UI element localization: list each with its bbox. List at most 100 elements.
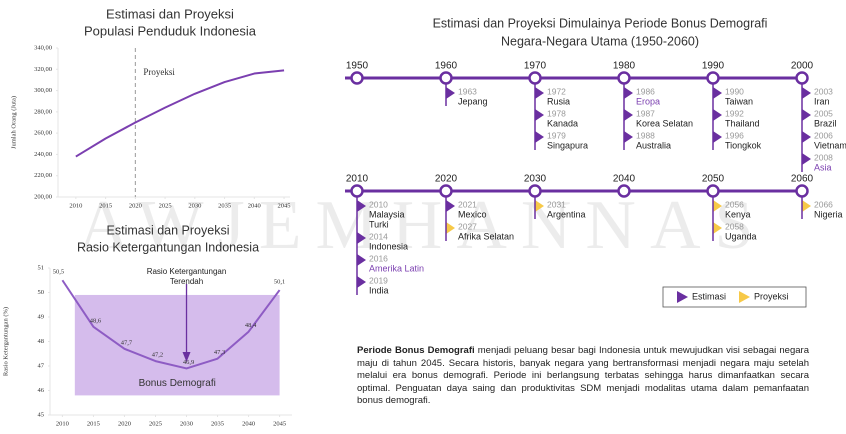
entry-marker <box>446 87 455 99</box>
entry-name: Korea Selatan <box>636 118 693 128</box>
entry-marker <box>446 200 455 212</box>
entry-name: Amerika Latin <box>369 263 424 273</box>
decade-node <box>350 71 364 85</box>
y-tick-label: 220,00 <box>34 172 52 179</box>
x-tick-label: 2010 <box>56 420 69 427</box>
x-tick-label: 2040 <box>242 420 255 427</box>
entry-name: Indonesia <box>369 241 408 251</box>
decade-node <box>795 184 809 198</box>
entry-marker <box>357 254 366 266</box>
entry-name: Tiongkok <box>725 140 762 150</box>
decade-node <box>706 184 720 198</box>
x-tick-label: 2020 <box>118 420 131 427</box>
chart-title: Estimasi dan Proyeksi <box>107 223 230 237</box>
paragraph-text: menjadi peluang besar bagi Indonesia unt… <box>357 345 809 406</box>
paragraph: Periode Bonus Demografi menjadi peluang … <box>357 345 809 408</box>
annotation: Terendah <box>170 277 203 286</box>
decade-node <box>617 71 631 85</box>
entry-marker <box>535 87 544 99</box>
entry-name: Thailand <box>725 118 760 128</box>
decade-node <box>439 184 453 198</box>
decade-node <box>706 71 720 85</box>
y-tick-label: 50 <box>38 289 45 296</box>
chart-title: Estimasi dan Proyeksi <box>106 6 234 21</box>
legend-marker <box>739 291 750 303</box>
decade-label: 1960 <box>435 61 458 72</box>
x-tick-label: 2010 <box>69 202 82 209</box>
data-label: 46,9 <box>183 359 194 366</box>
entry-marker <box>713 109 722 121</box>
y-tick-label: 300,00 <box>34 87 52 94</box>
entry-name: Kenya <box>725 209 751 219</box>
entry-year: 1988 <box>636 130 655 140</box>
entry-marker <box>446 222 455 234</box>
entry-year: 2027 <box>458 221 477 231</box>
decade-label: 1980 <box>613 61 636 72</box>
line <box>75 69 285 158</box>
entry-name: Jepang <box>458 96 488 106</box>
x-tick-label: 2020 <box>129 202 142 209</box>
entry-year: 2016 <box>369 253 388 263</box>
chart-title: Rasio Ketergantungan Indonesia <box>77 240 259 254</box>
entry-marker <box>713 222 722 234</box>
x-tick-label: 2040 <box>248 202 261 209</box>
entry-marker <box>802 87 811 99</box>
decade-label: 2040 <box>613 174 636 185</box>
decade-label: 2000 <box>791 61 814 72</box>
x-tick-label: 2045 <box>278 202 291 209</box>
entry-year: 2019 <box>369 275 388 285</box>
data-label: 48,4 <box>245 322 257 329</box>
decade-node <box>528 184 542 198</box>
entry-marker <box>357 200 366 212</box>
y-tick-label: 240,00 <box>34 151 52 158</box>
decade-label: 2050 <box>702 174 725 185</box>
entry-marker <box>713 200 722 212</box>
entry-name: Rusia <box>547 96 570 106</box>
entry-year: 1978 <box>547 108 566 118</box>
entry-name: Eropa <box>636 96 660 106</box>
x-tick-label: 2045 <box>273 420 286 427</box>
annotation: Proyeksi <box>143 67 175 77</box>
entry-year: 2005 <box>814 108 833 118</box>
entry-marker <box>713 87 722 99</box>
annotation: Rasio Ketergantungan <box>147 267 227 276</box>
x-tick-label: 2035 <box>218 202 231 209</box>
y-tick-label: 200,00 <box>34 193 52 200</box>
entry-year: 2010 <box>369 199 388 209</box>
decade-label: 1970 <box>524 61 547 72</box>
entry-name: Uganda <box>725 231 757 241</box>
decade-node <box>439 71 453 85</box>
entry-name: Singapura <box>547 140 588 150</box>
entry-marker <box>357 232 366 244</box>
entry-year: 1979 <box>547 130 566 140</box>
decade-label: 1990 <box>702 61 725 72</box>
y-tick-label: 47 <box>38 362 45 369</box>
entry-year: 1972 <box>547 86 566 96</box>
x-tick-label: 2025 <box>149 420 162 427</box>
y-tick-label: 280,00 <box>34 108 52 115</box>
band <box>74 294 280 396</box>
entry-name: Australia <box>636 140 671 150</box>
decade-node <box>795 71 809 85</box>
entry-marker <box>713 131 722 143</box>
y-axis-label: Jumlah Orang (Juta) <box>10 96 17 149</box>
entry-name: Afrika Selatan <box>458 231 514 241</box>
entry-year: 2058 <box>725 221 744 231</box>
decade-node <box>617 184 631 198</box>
entry-name: Malaysia <box>369 209 405 219</box>
entry-name: Taiwan <box>725 96 753 106</box>
entry-name: Kanada <box>547 118 578 128</box>
y-tick-label: 260,00 <box>34 130 52 137</box>
entry-year: 2003 <box>814 86 833 96</box>
x-tick-label: 2025 <box>159 202 172 209</box>
legend-marker <box>677 291 688 303</box>
entry-year: 2031 <box>547 199 566 209</box>
entry-year: 2066 <box>814 199 833 209</box>
x-tick-label: 2035 <box>211 420 224 427</box>
data-label: 47,7 <box>121 339 133 346</box>
entry-name: Vietnam <box>814 140 846 150</box>
entry-year: 2021 <box>458 199 477 209</box>
legend-label: Estimasi <box>692 291 726 301</box>
y-tick-label: 51 <box>38 264 45 271</box>
